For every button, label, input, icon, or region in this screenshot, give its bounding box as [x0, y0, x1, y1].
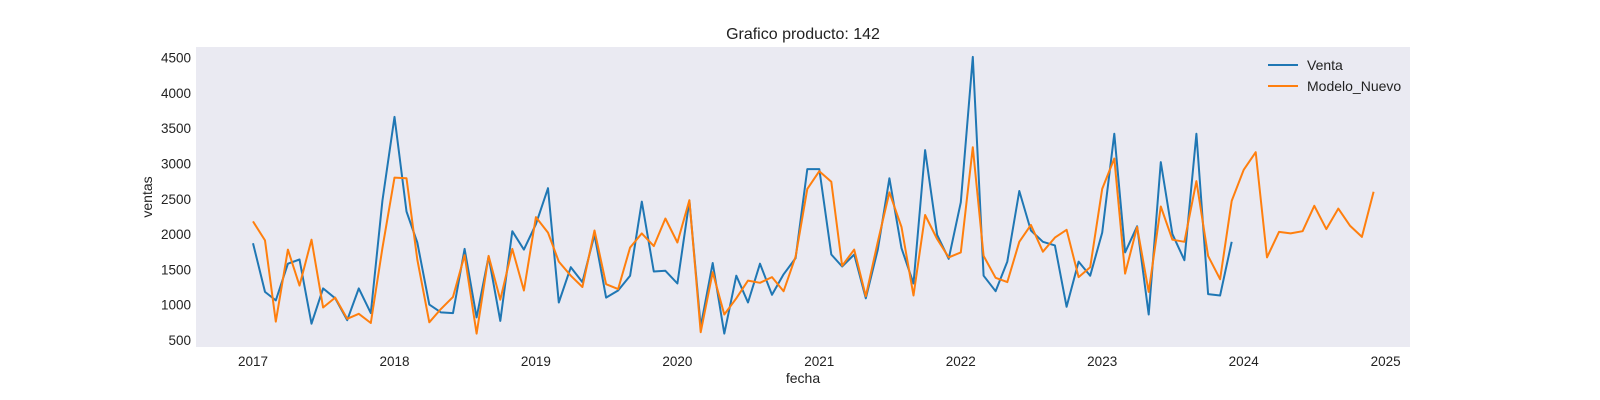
y-tick-label: 3500	[161, 121, 191, 136]
series-lines	[252, 55, 1375, 335]
x-tick-label: 2017	[238, 354, 268, 369]
y-tick-label: 500	[168, 333, 191, 348]
y-tick-label: 2000	[161, 227, 191, 242]
legend-label-venta: Venta	[1307, 57, 1343, 73]
legend: Venta Modelo_Nuevo	[1268, 57, 1401, 94]
chart-title: Grafico producto: 142	[726, 26, 880, 43]
legend-label-modelo-nuevo: Modelo_Nuevo	[1307, 78, 1401, 94]
x-tick-label: 2024	[1229, 354, 1260, 369]
y-tick-label: 4000	[161, 86, 191, 101]
y-tick-label: 1000	[161, 298, 191, 313]
x-tick-label: 2019	[521, 354, 551, 369]
x-tick-label: 2020	[662, 354, 692, 369]
x-tick-label: 2022	[946, 354, 976, 369]
y-tick-label: 2500	[161, 192, 191, 207]
y-axis-label: ventas	[139, 176, 155, 217]
y-tick-label: 3000	[161, 157, 191, 172]
x-tick-label: 2018	[379, 354, 409, 369]
series-line-modelo-nuevo	[252, 146, 1375, 335]
y-tick-label: 1500	[161, 262, 191, 277]
y-tick-label: 4500	[161, 51, 191, 66]
x-axis-label: fecha	[786, 370, 820, 386]
y-axis: 500 1000 1500 2000 2500 3000 3500 4000 4500	[161, 51, 191, 348]
x-tick-label: 2025	[1371, 354, 1401, 369]
x-tick-label: 2023	[1087, 354, 1117, 369]
x-axis: 2017 2018 2019 2020 2021 2022 2023 2024 2025	[238, 354, 1401, 369]
x-tick-label: 2021	[804, 354, 834, 369]
